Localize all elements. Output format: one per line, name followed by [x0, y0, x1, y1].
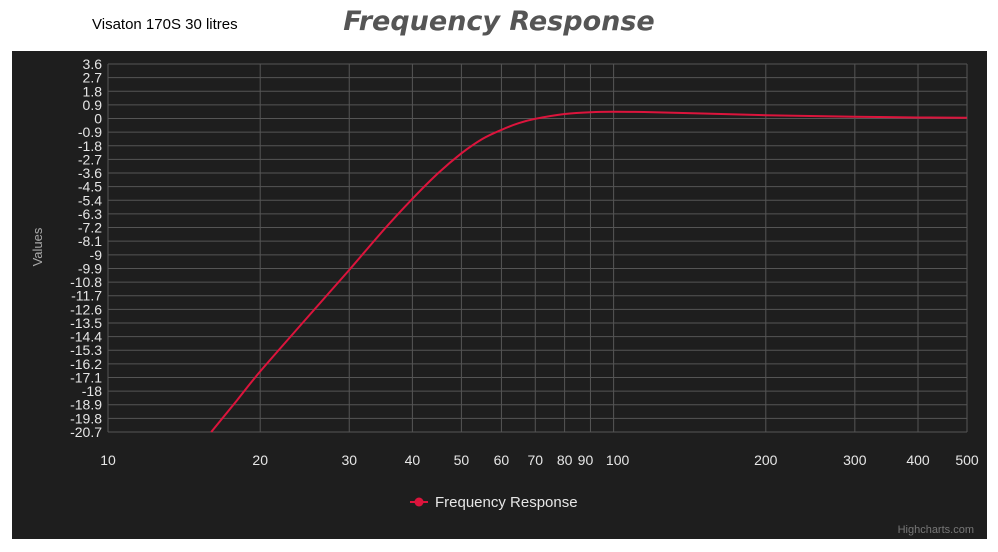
y-tick-label: -3.6 — [78, 165, 102, 181]
x-tick-label: 200 — [754, 452, 778, 468]
y-tick-label: -9 — [90, 247, 103, 263]
y-tick-label: -12.6 — [70, 301, 102, 317]
y-tick-label: -7.2 — [78, 220, 102, 236]
x-tick-label: 100 — [606, 452, 630, 468]
y-tick-label: -20.7 — [70, 424, 102, 440]
y-tick-label: -2.7 — [78, 151, 102, 167]
highcharts-credit[interactable]: Highcharts.com — [897, 524, 974, 536]
x-tick-label: 80 — [557, 452, 573, 468]
y-tick-label: -18.9 — [70, 397, 102, 413]
series-line-frequency-response — [210, 110, 968, 433]
y-tick-label: -18 — [82, 383, 102, 399]
legend-label: Frequency Response — [435, 494, 578, 511]
y-axis-ticks: 3.62.71.80.90-0.9-1.8-2.7-3.6-4.5-5.4-6.… — [70, 56, 102, 440]
x-tick-label: 90 — [578, 452, 594, 468]
x-tick-label: 50 — [454, 452, 470, 468]
y-tick-label: -17.1 — [70, 369, 102, 385]
y-tick-label: -10.8 — [70, 274, 102, 290]
chart-title: Frequency Response — [343, 6, 655, 37]
y-tick-label: 0 — [94, 111, 102, 127]
chart-panel: 3.6 2.7 1.8 0.9 0 -0.9 -1.8 -2.7 -3.6 -4.5 -5.4 -6.… — [12, 51, 987, 539]
y-tick-label: -4.5 — [78, 179, 102, 195]
y-tick-label: 0.9 — [83, 97, 103, 113]
y-tick-label: -5.4 — [78, 192, 102, 208]
frequency-response-chart: 3.62.71.80.90-0.9-1.8-2.7-3.6-4.5-5.4-6.… — [30, 56, 979, 511]
y-tick-label: -8.1 — [78, 233, 102, 249]
y-tick-label: -0.9 — [78, 124, 102, 140]
chart-subtitle: Visaton 170S 30 litres — [92, 16, 238, 33]
x-axis-ticks: 10 20 30 40 50 60 70 80 90 100 200 300 400 500 — [100, 452, 979, 468]
grid-lines — [107, 63, 968, 433]
y-tick-label: -14.4 — [70, 329, 102, 345]
y-tick-label: 2.7 — [83, 70, 103, 86]
y-tick-label: -9.9 — [78, 260, 102, 276]
x-tick-label: 300 — [843, 452, 867, 468]
x-tick-label: 70 — [527, 452, 543, 468]
y-tick-label: -16.2 — [70, 356, 102, 372]
y-tick-label: -13.5 — [70, 315, 102, 331]
x-tick-label: 20 — [252, 452, 268, 468]
legend-marker-icon — [414, 497, 424, 507]
y-tick-label: -1.8 — [78, 138, 102, 154]
plot-area — [210, 110, 968, 433]
y-tick-label: -11.7 — [71, 288, 102, 304]
y-tick-label: 1.8 — [83, 83, 103, 99]
x-tick-label: 60 — [494, 452, 510, 468]
x-tick-label: 30 — [341, 452, 357, 468]
y-tick-label: 3.6 — [83, 56, 103, 72]
x-tick-label: 400 — [906, 452, 930, 468]
y-tick-label: -15.3 — [70, 342, 102, 358]
x-tick-label: 500 — [955, 452, 979, 468]
legend[interactable]: Frequency Response — [410, 494, 578, 511]
y-tick-label: -19.8 — [70, 410, 102, 426]
x-tick-label: 40 — [405, 452, 421, 468]
y-tick-label: -6.3 — [78, 206, 102, 222]
y-axis-label: Values — [30, 227, 45, 266]
x-tick-label: 10 — [100, 452, 116, 468]
